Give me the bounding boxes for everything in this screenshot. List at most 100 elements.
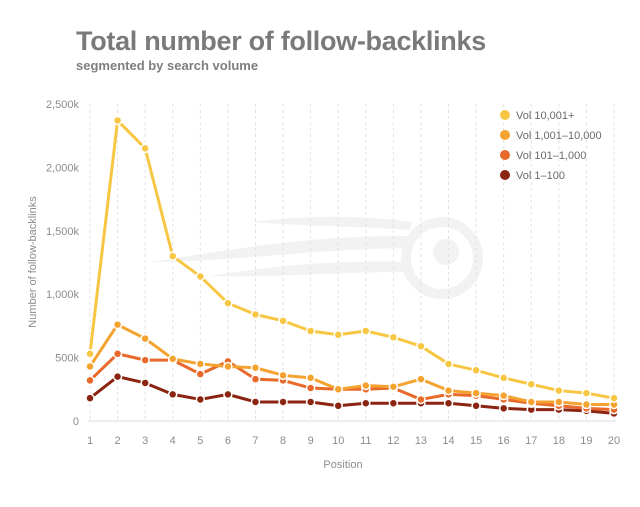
data-point <box>140 355 150 365</box>
data-point <box>443 385 454 396</box>
data-point <box>305 383 316 393</box>
data-point <box>112 319 123 330</box>
data-point <box>140 378 150 388</box>
data-point <box>388 382 399 392</box>
legend-label: Vol 1–100 <box>516 170 565 182</box>
data-point <box>250 362 261 373</box>
series-2 <box>85 319 619 410</box>
data-point <box>333 330 343 340</box>
data-point <box>526 397 537 407</box>
data-point <box>195 369 206 379</box>
data-point <box>305 373 316 383</box>
x-tick-label: 13 <box>415 435 427 447</box>
data-point <box>85 361 95 372</box>
data-point <box>361 398 371 408</box>
x-tick-label: 18 <box>553 435 565 447</box>
legend-marker <box>500 170 510 180</box>
grid <box>89 104 615 421</box>
y-axis-label: Number of follow-backlinks <box>27 196 39 328</box>
data-point <box>250 397 261 407</box>
x-tick-label: 5 <box>197 435 203 447</box>
data-point <box>388 398 399 408</box>
data-point <box>361 380 371 391</box>
data-point <box>498 373 509 383</box>
x-tick-label: 4 <box>170 435 176 447</box>
data-point <box>167 354 178 364</box>
legend-marker <box>500 130 510 140</box>
data-point <box>167 251 178 261</box>
data-point <box>140 333 150 344</box>
data-point <box>526 379 537 389</box>
y-tick-label: 500k <box>55 353 79 365</box>
watermark-logo-icon <box>150 216 483 299</box>
data-point <box>333 384 343 395</box>
data-point <box>85 393 95 403</box>
data-point <box>498 403 509 414</box>
y-tick-label: 0 <box>73 416 79 428</box>
x-tick-label: 10 <box>332 435 344 447</box>
data-point <box>278 370 288 381</box>
data-point <box>471 365 481 376</box>
data-point <box>443 398 454 408</box>
legend: Vol 10,001+ Vol 1,001–10,000 Vol 101–1,000… <box>500 110 602 182</box>
data-point <box>112 371 123 382</box>
data-point <box>554 385 564 396</box>
x-tick-label: 15 <box>470 435 482 447</box>
axes: 1 2 3 4 5 6 7 8 9 10 11 12 13 14 15 16 17 18 19 200500k1,00… <box>46 99 620 447</box>
data-point <box>85 375 95 386</box>
data-point <box>85 349 95 359</box>
y-tick-label: 1,000k <box>46 289 80 301</box>
data-point <box>333 401 343 411</box>
series-layer <box>85 115 619 419</box>
data-point <box>223 389 233 400</box>
data-point <box>195 394 206 405</box>
data-point <box>388 332 399 343</box>
y-tick-label: 2,000k <box>46 162 80 174</box>
data-point <box>167 389 178 400</box>
x-tick-label: 9 <box>308 435 314 447</box>
data-point <box>223 361 233 372</box>
x-tick-label: 1 <box>87 435 93 447</box>
x-tick-label: 2 <box>115 435 121 447</box>
x-tick-label: 20 <box>608 435 620 447</box>
data-point <box>140 143 150 154</box>
data-point <box>609 393 619 403</box>
x-tick-label: 11 <box>360 435 371 447</box>
x-axis-label: Position <box>323 459 362 471</box>
data-point <box>581 388 592 398</box>
y-tick-label: 1,500k <box>46 226 80 238</box>
data-point <box>416 341 426 351</box>
legend-label: Vol 1,001–10,000 <box>516 130 602 142</box>
x-tick-label: 19 <box>580 435 592 447</box>
legend-label: Vol 10,001+ <box>516 110 574 122</box>
data-point <box>305 397 316 407</box>
data-point <box>416 394 426 405</box>
x-tick-label: 8 <box>280 435 286 447</box>
data-point <box>278 397 288 407</box>
data-point <box>581 399 592 410</box>
data-point <box>361 326 371 336</box>
series-1 <box>85 115 619 403</box>
chart-title: Total number of follow-backlinks <box>76 26 486 56</box>
x-tick-label: 17 <box>525 435 537 447</box>
data-point <box>250 309 261 320</box>
x-tick-label: 6 <box>225 435 231 447</box>
x-tick-label: 14 <box>442 435 454 447</box>
data-point <box>112 115 123 126</box>
data-point <box>416 374 426 384</box>
chart-subtitle: segmented by search volume <box>76 58 259 73</box>
x-tick-label: 3 <box>142 435 148 447</box>
data-point <box>498 390 509 401</box>
data-point <box>554 397 564 407</box>
series-4 <box>85 371 619 419</box>
x-tick-label: 7 <box>252 435 258 447</box>
legend-marker <box>500 110 510 120</box>
legend-label: Vol 101–1,000 <box>516 150 586 162</box>
data-point <box>471 401 481 411</box>
data-point <box>471 388 481 398</box>
legend-marker <box>500 150 510 160</box>
x-tick-label: 12 <box>387 435 399 447</box>
data-point <box>112 349 123 359</box>
